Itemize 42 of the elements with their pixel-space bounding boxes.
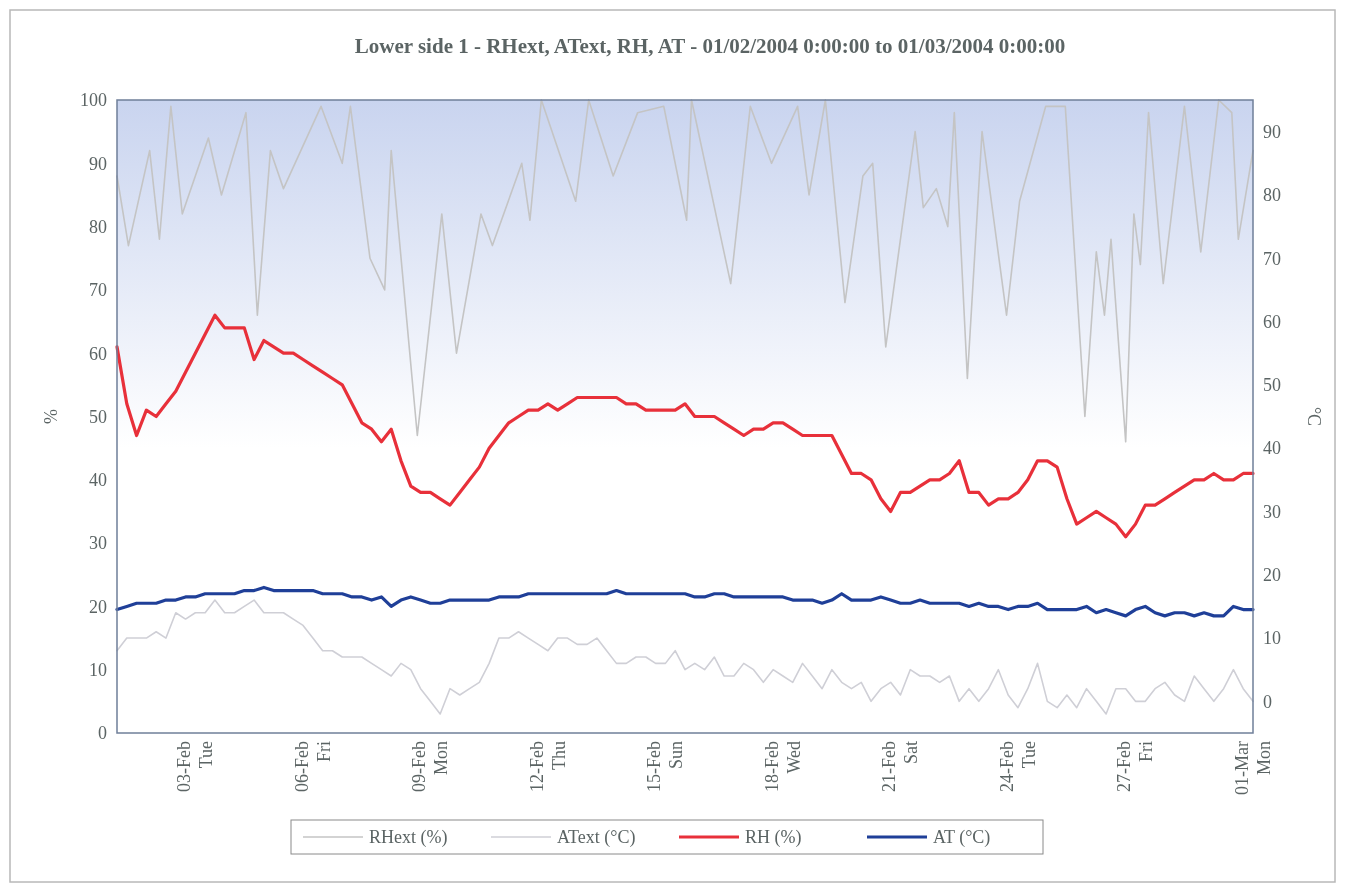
x-tick-label: 06-Feb Fri	[291, 741, 334, 792]
y2-tick-label: 50	[1263, 375, 1281, 396]
y-tick-label: 90	[89, 153, 107, 174]
legend-label: RHext (%)	[369, 827, 448, 849]
line-series	[116, 99, 1254, 443]
x-tick-label: 09-Feb Mon	[409, 741, 452, 792]
y2-tick-label: 10	[1263, 628, 1281, 649]
x-tick-label: 24-Feb Tue	[996, 741, 1039, 792]
x-tick-label: 15-Feb Sun	[644, 741, 687, 792]
y2-tick-label: 20	[1263, 565, 1281, 586]
y2-tick-label: 90	[1263, 121, 1281, 142]
y2-tick-label: 40	[1263, 438, 1281, 459]
y-tick-label: 20	[89, 596, 107, 617]
y2-tick-label: 0	[1263, 691, 1272, 712]
x-tick-label: 27-Feb Fri	[1114, 741, 1157, 792]
y-tick-label: 50	[89, 406, 107, 427]
y2-tick-label: 70	[1263, 248, 1281, 269]
y-tick-label: 40	[89, 470, 107, 491]
line-series	[116, 599, 1254, 715]
y2-tick-label: 60	[1263, 311, 1281, 332]
y2-axis-title: °C	[1304, 406, 1324, 427]
y-axis-title: %	[41, 409, 61, 424]
y-tick-label: 70	[89, 280, 107, 301]
y-tick-label: 10	[89, 660, 107, 680]
legend-label: AT (°C)	[933, 827, 991, 849]
line-series	[115, 313, 1255, 539]
line-series	[115, 585, 1255, 618]
x-tick-label: 21-Feb Sat	[879, 741, 922, 792]
x-tick-label: 12-Feb Thu	[526, 741, 569, 792]
y-tick-label: 100	[80, 90, 107, 111]
chart-title: Lower side 1 - RHext, AText, RH, AT - 01/02/2004 0:00:00 to 01/03/2004 0:00:00	[354, 34, 1066, 58]
x-tick-label: 03-Feb Tue	[174, 741, 217, 792]
y-tick-label: 0	[98, 723, 107, 744]
legend-label: RH (%)	[745, 827, 802, 849]
y-tick-label: 80	[89, 216, 107, 237]
y-tick-label: 60	[89, 343, 107, 364]
x-tick-label: 18-Feb Wed	[761, 741, 804, 792]
legend-label: AText (°C)	[557, 827, 636, 849]
x-tick-label: 01-Mar Mon	[1232, 741, 1274, 795]
y-tick-label: 30	[89, 533, 107, 554]
y2-tick-label: 80	[1263, 185, 1281, 206]
y2-tick-label: 30	[1263, 501, 1281, 522]
